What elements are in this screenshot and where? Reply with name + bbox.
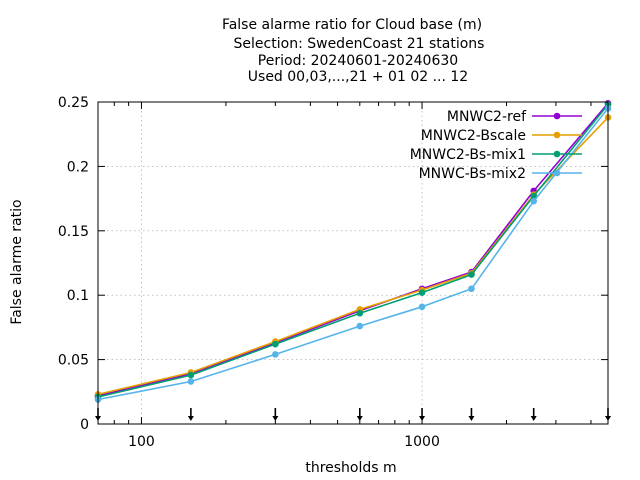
legend-label-0: MNWC2-ref [447,109,527,125]
title-line-1: False alarme ratio for Cloud base (m) [222,17,482,33]
data-point-2 [530,192,537,200]
data-point-3 [356,322,364,330]
threshold-arrow-head [468,416,475,421]
series-line-0 [97,102,609,397]
y-tick-label: 0 [80,417,89,433]
threshold-arrow-head [272,416,279,421]
threshold-arrow-head [419,416,426,421]
y-axis-label: False alarme ratio [9,199,25,324]
legend-label-1: MNWC2-Bscale [421,128,526,144]
plot-border [97,101,609,425]
title-line-3: Period: 20240601-20240630 [258,53,458,69]
series-line-2 [97,104,609,398]
y-tick-label: 0.2 [67,159,89,175]
legend-swatch-point-0 [553,112,561,120]
y-tick-label: 0.1 [67,288,89,304]
data-point-2 [418,289,426,296]
data-series [94,99,612,403]
y-tick-label: 0.15 [58,224,89,240]
threshold-arrow-head [95,416,101,421]
threshold-arrow-head [605,416,611,421]
data-point-2 [356,309,364,317]
axis-ticks: 0 0.05 0.1 0.15 0.2 0.25 100 1000 [58,95,608,450]
title-line-4: Used 00,03,...,21 + 01 02 ... 12 [248,69,468,85]
legend-swatch-point-3 [553,169,561,177]
threshold-markers [95,408,611,421]
axes [97,101,609,425]
series-line-3 [97,107,609,401]
data-point-3 [530,197,537,205]
data-point-3 [468,285,475,293]
data-point-2 [272,340,279,348]
title-line-2: Selection: SwedenCoast 21 stations [234,36,485,52]
legend: MNWC2-ref MNWC2-Bscale MNWC2-Bs-mix1 MNWC-B… [410,109,582,182]
data-point-2 [468,271,475,278]
y-tick-label: 0.05 [58,353,89,369]
data-point-3 [187,378,195,385]
legend-label-2: MNWC2-Bs-mix1 [410,147,526,163]
threshold-arrow-head [187,416,194,421]
threshold-arrow-head [356,416,363,421]
data-point-2 [187,371,195,379]
x-axis-label: thresholds m [305,460,396,476]
series-line-1 [97,116,609,396]
legend-swatch-point-2 [553,150,561,158]
x-tick-label: 100 [128,434,155,450]
y-tick-label: 0.25 [58,95,89,111]
legend-swatch-point-1 [553,131,561,139]
legend-label-3: MNWC-Bs-mix2 [419,166,526,182]
x-tick-label: 1000 [404,434,440,450]
data-point-3 [418,303,426,311]
chart-title: False alarme ratio for Cloud base (m) Se… [222,17,485,85]
threshold-arrow-head [530,416,537,421]
data-point-3 [272,351,279,358]
